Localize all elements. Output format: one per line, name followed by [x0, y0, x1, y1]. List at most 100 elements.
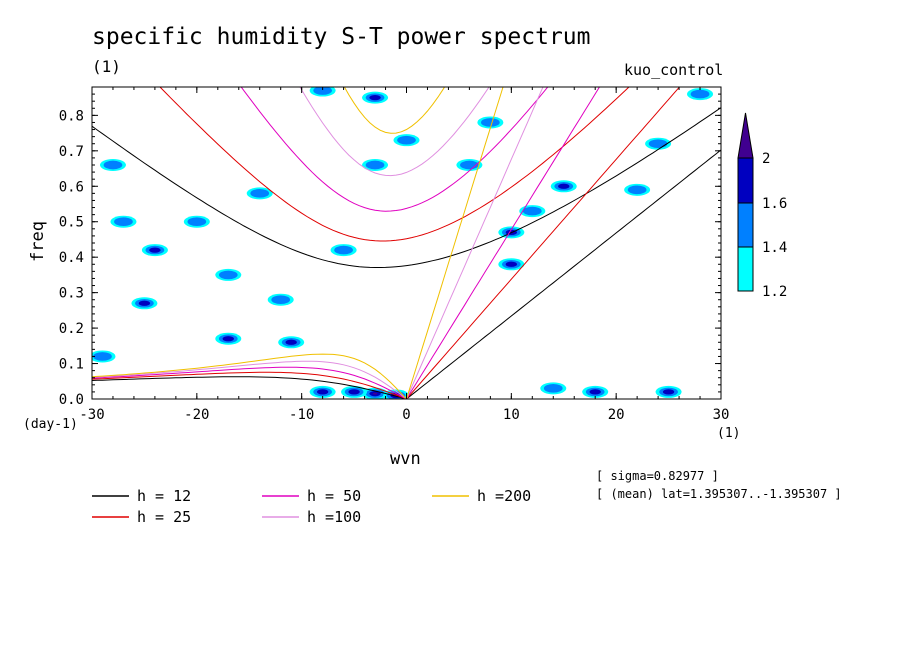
dispersion-curve: [92, 87, 504, 399]
power-region: [341, 385, 368, 398]
power-contours: [92, 87, 714, 399]
legend-item: h =200: [432, 487, 531, 505]
power-region: [540, 382, 567, 395]
sigma-stat: [ sigma=0.82977 ]: [596, 469, 719, 483]
power-contour-level: [187, 217, 207, 227]
y-tick-label: 0.7: [59, 144, 84, 160]
power-region: [393, 134, 420, 147]
power-contour-level: [690, 89, 710, 99]
plot-frame: [91, 86, 722, 400]
gravity-wave-curve: [343, 87, 446, 134]
colorbar-label: 1.6: [762, 196, 787, 212]
gravity-wave-curve: [240, 87, 549, 212]
power-region: [362, 91, 389, 104]
power-contour-level: [218, 270, 238, 280]
power-contour-level: [114, 217, 133, 227]
rossby-wave-curve: [92, 366, 407, 399]
y-axis-unit: (day-1): [23, 417, 78, 432]
y-tick-label: 0.0: [59, 392, 84, 408]
legend-label: h = 50: [307, 487, 361, 505]
dispersion-curve: [92, 87, 601, 399]
x-tick-label: 10: [503, 407, 520, 423]
rossby-wave-curve: [92, 371, 407, 399]
power-contour-level: [316, 389, 329, 395]
x-axis-unit: (1): [717, 426, 741, 441]
legend-item: h = 25: [92, 508, 191, 526]
x-tick-label: 0: [402, 407, 410, 423]
power-contour-level: [558, 183, 570, 189]
power-contour-level: [285, 339, 297, 345]
power-contour-level: [648, 139, 668, 149]
power-region: [309, 87, 336, 97]
chart-title: specific humidity S-T power spectrum: [92, 24, 591, 50]
power-contour-level: [93, 352, 112, 361]
y-tick-label: 0.6: [59, 179, 84, 195]
power-region: [309, 385, 336, 398]
kelvin-wave-curve: [406, 149, 721, 399]
dispersion-curve: [92, 107, 721, 399]
legend-item: h =100: [262, 508, 361, 526]
y-tick-label: 0.3: [59, 286, 84, 302]
power-contour-level: [543, 384, 563, 393]
dispersion-curves: [92, 87, 721, 399]
power-region: [550, 180, 577, 193]
x-axis-label: wvn: [390, 449, 421, 469]
rossby-wave-curve: [92, 376, 407, 399]
colorbar: 1.2 1.4 1.6 2: [737, 112, 787, 300]
colorbar-segment: [737, 157, 754, 204]
rossby-wave-curve: [92, 360, 407, 399]
power-region: [183, 215, 210, 228]
power-region: [362, 387, 389, 399]
power-contour-level: [505, 261, 518, 267]
dispersion-curve: [92, 87, 681, 399]
kelvin-wave-curve: [406, 87, 544, 399]
power-contour-level: [522, 206, 542, 216]
axis-ticks: -30 -20 -10 0 10 20 30 0.0 0.1 0.2 0.3 0.4 0.5 0.6 0.7…: [59, 86, 730, 423]
power-contour-level: [103, 160, 123, 170]
power-contour-level: [372, 392, 378, 395]
power-contour-level: [662, 389, 675, 395]
power-contour-level: [348, 389, 360, 395]
run-name-label: kuo_control: [624, 61, 724, 79]
y-tick-label: 0.2: [59, 321, 84, 337]
power-contour-level: [365, 160, 385, 170]
legend-label: h = 12: [137, 487, 191, 505]
power-region: [215, 268, 242, 281]
colorbar-label: 2: [762, 151, 770, 167]
legend-label: h =100: [307, 508, 361, 526]
colorbar-segment: [737, 246, 754, 292]
kelvin-wave-curve: [406, 87, 601, 399]
rossby-wave-curve: [92, 353, 407, 399]
power-contour-level: [627, 185, 647, 195]
power-region: [330, 244, 357, 257]
kelvin-wave-curve: [406, 87, 681, 399]
power-region: [131, 297, 158, 310]
power-region: [655, 385, 682, 398]
power-contour-level: [149, 247, 161, 253]
power-region: [477, 116, 504, 129]
colorbar-segment: [737, 202, 754, 248]
power-region: [215, 332, 242, 345]
gravity-wave-curve: [299, 87, 490, 177]
power-region: [278, 336, 305, 349]
colorbar-label: 1.2: [762, 284, 787, 300]
legend-item: h = 12: [92, 487, 191, 505]
kelvin-wave-curve: [406, 87, 504, 399]
x-tick-label: -20: [184, 407, 209, 423]
power-contour-level: [481, 118, 500, 127]
power-contour-level: [271, 295, 291, 305]
power-contour-level: [250, 189, 270, 198]
gravity-wave-curve: [92, 107, 721, 268]
x-tick-label: -10: [289, 407, 314, 423]
power-region: [99, 159, 126, 171]
mean-latitude-stat: [ (mean) lat=1.395307..-1.395307 ]: [596, 487, 842, 501]
power-region: [246, 187, 273, 200]
x-tick-label: -30: [79, 407, 104, 423]
colorbar-arrow: [737, 112, 754, 159]
power-region: [267, 293, 294, 306]
legend-label: h =200: [477, 487, 531, 505]
x-tick-label: 30: [713, 407, 730, 423]
colorbar-label: 1.4: [762, 240, 787, 256]
power-region: [362, 159, 389, 171]
